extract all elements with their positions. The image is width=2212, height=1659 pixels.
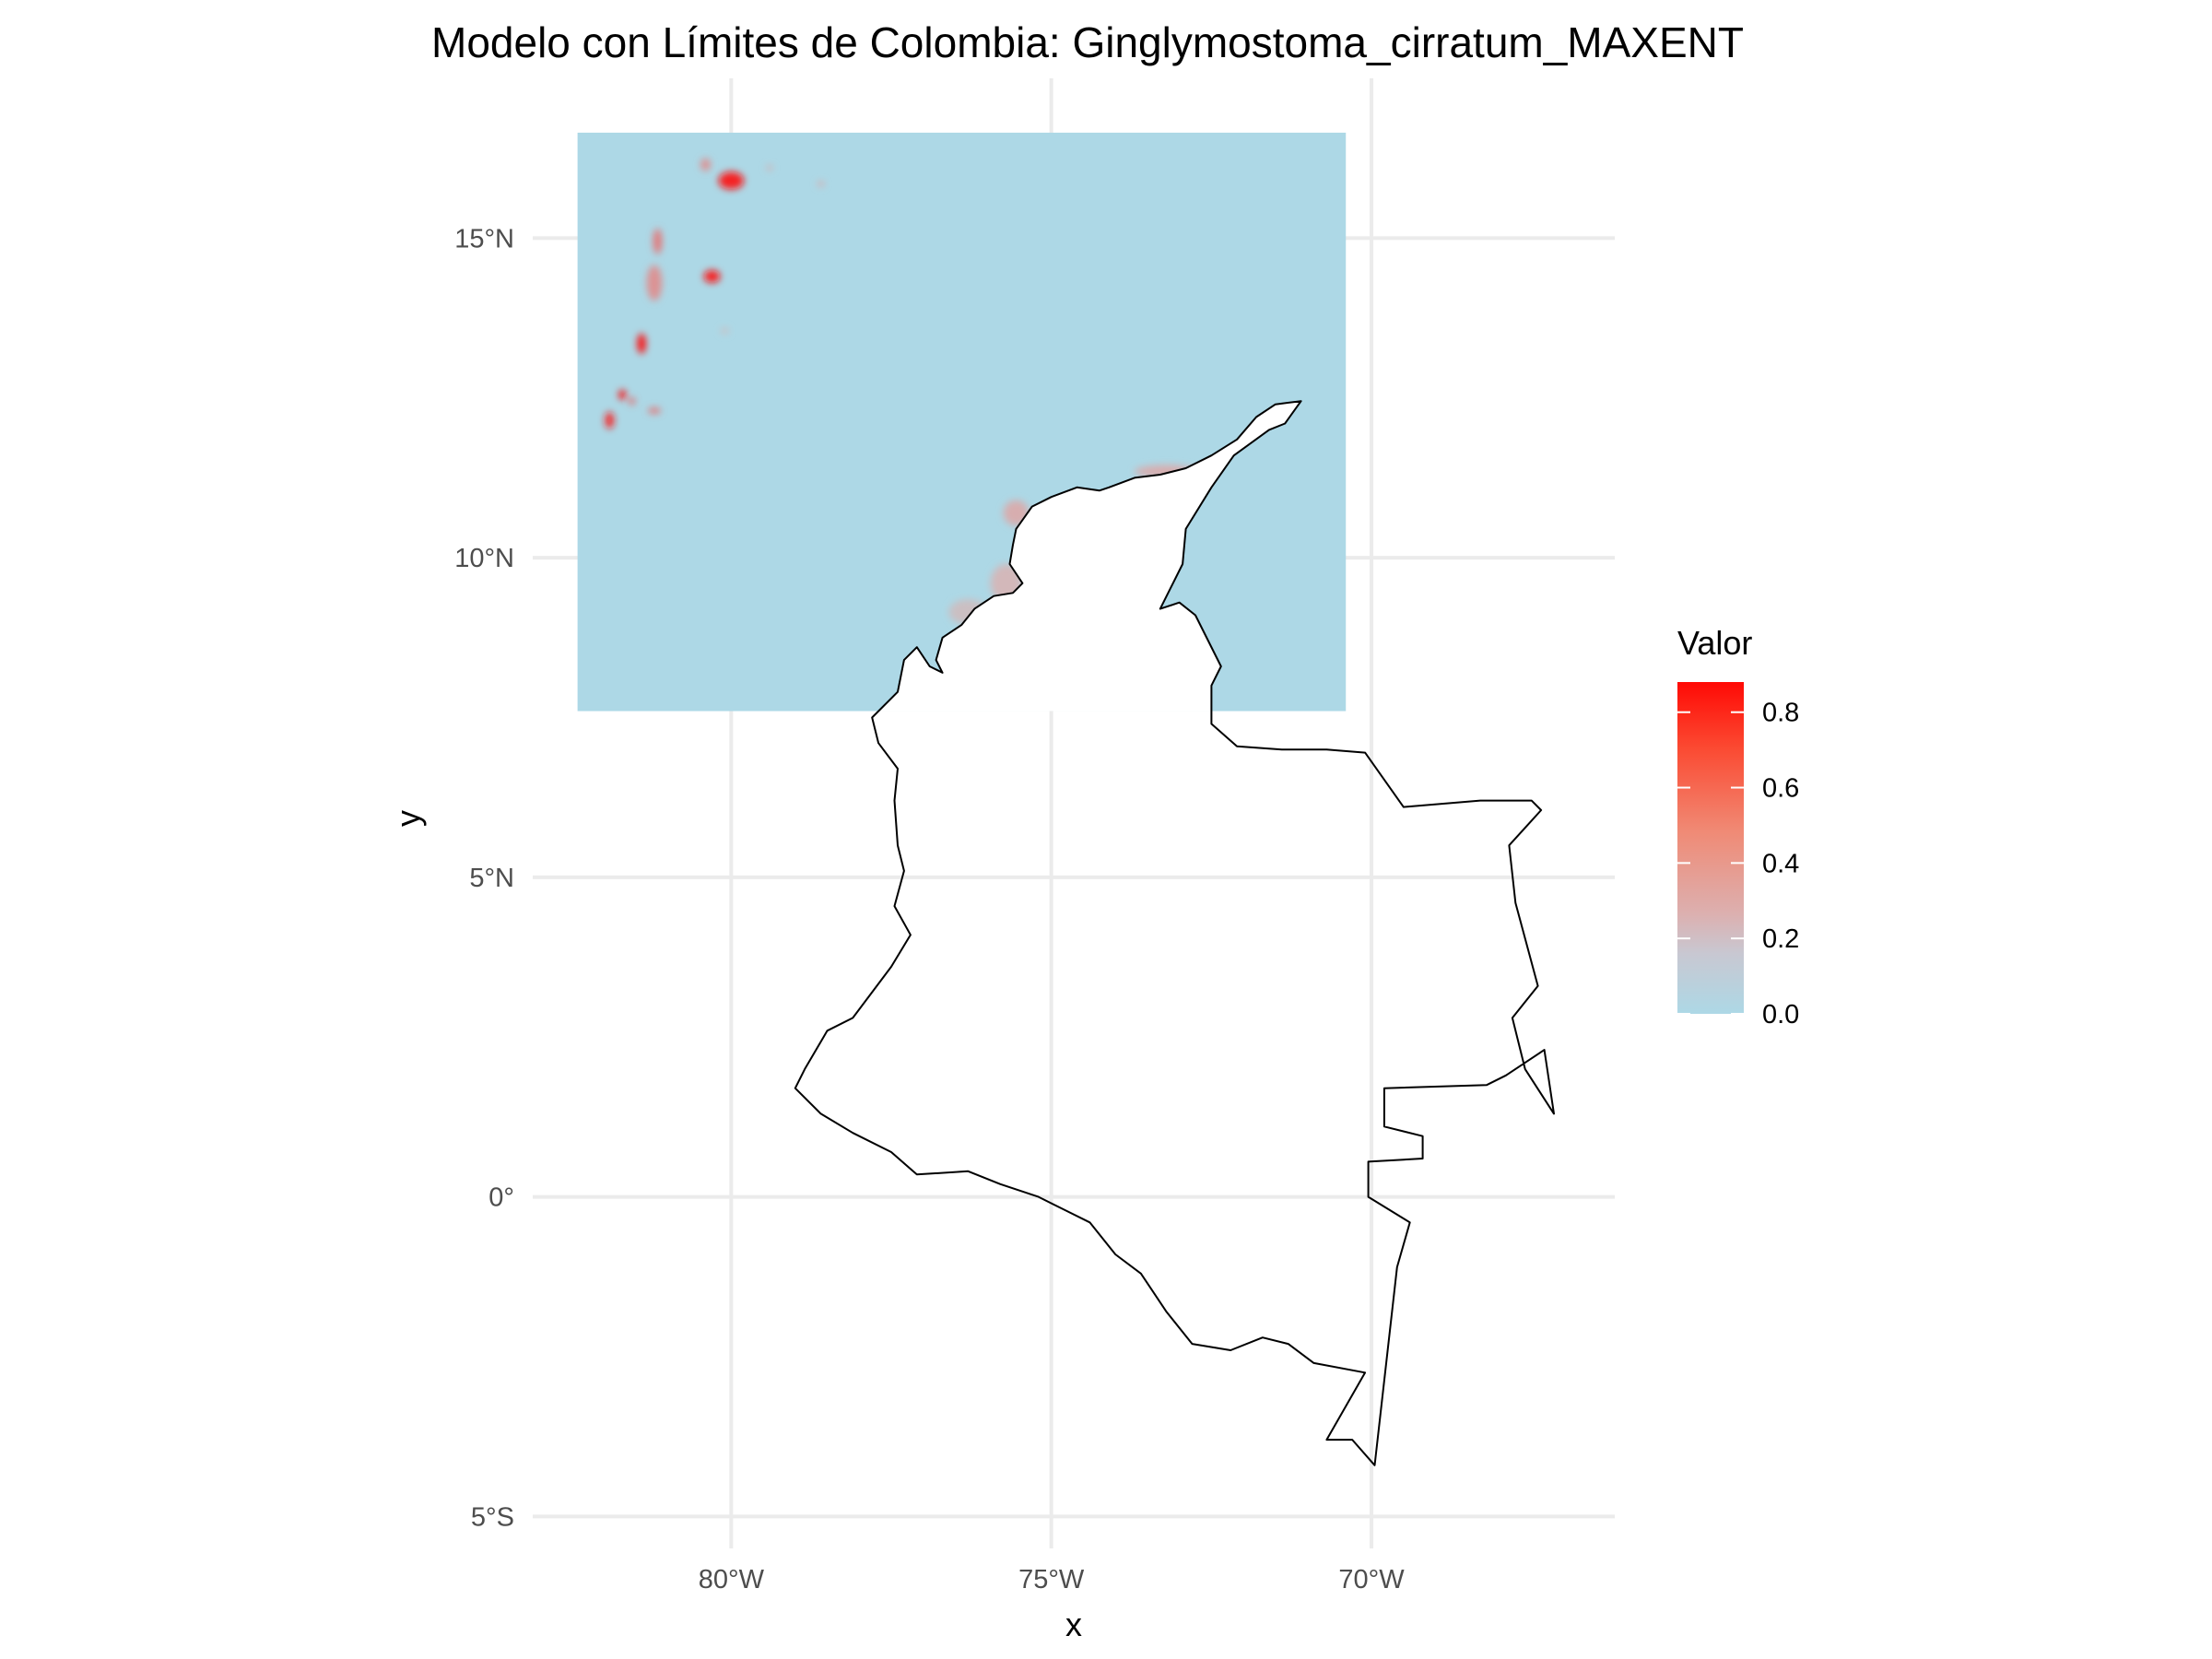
hotspot-0 — [718, 171, 745, 190]
hotspot-1 — [700, 158, 712, 171]
hotspot-6 — [703, 270, 721, 283]
x-axis-label: x — [1065, 1606, 1082, 1643]
legend-tick-label-1: 0.2 — [1762, 924, 1799, 954]
hotspot-3 — [817, 181, 825, 187]
x-tick-label-1: 75°W — [1018, 1565, 1085, 1594]
hotspot-9 — [629, 397, 636, 406]
legend-tick-label-2: 0.4 — [1762, 849, 1799, 878]
hotspot-8 — [618, 389, 627, 400]
hotspot-12 — [721, 327, 729, 335]
colombia-border — [794, 400, 1555, 1466]
y-tick-label-4: 5°S — [471, 1502, 514, 1532]
legend-tick-label-4: 0.8 — [1762, 699, 1799, 728]
legend: Valor 0.0 0.2 0.4 0.6 0.8 — [1677, 624, 1799, 1030]
chart-title: Modelo con Límites de Colombia: Ginglymo… — [431, 18, 1744, 66]
y-tick-label-3: 0° — [488, 1183, 514, 1213]
colombia-land — [878, 401, 1301, 712]
x-tick-label-0: 80°W — [699, 1565, 765, 1594]
x-tick-labels: 80°W 75°W 70°W — [699, 1565, 1406, 1594]
legend-title: Valor — [1677, 624, 1752, 662]
y-tick-label-2: 5°N — [469, 864, 514, 893]
legend-ticks: 0.0 0.2 0.4 0.6 0.8 — [1677, 699, 1799, 1030]
hotspot-7 — [637, 333, 646, 354]
hotspot-5 — [646, 265, 663, 301]
x-tick-label-2: 70°W — [1338, 1565, 1405, 1594]
hotspot-11 — [605, 411, 615, 429]
y-tick-labels: 15°N 10°N 5°N 0° 5°S — [454, 224, 514, 1532]
hotspot-2 — [766, 165, 773, 171]
legend-tick-label-0: 0.0 — [1762, 1000, 1799, 1030]
hotspot-4 — [653, 228, 663, 254]
y-tick-label-1: 10°N — [454, 544, 514, 573]
y-axis-label: y — [389, 810, 427, 827]
legend-tick-label-3: 0.6 — [1762, 774, 1799, 804]
hotspot-10 — [648, 407, 661, 415]
legend-colorbar — [1677, 682, 1744, 1014]
y-tick-label-0: 15°N — [454, 224, 514, 253]
